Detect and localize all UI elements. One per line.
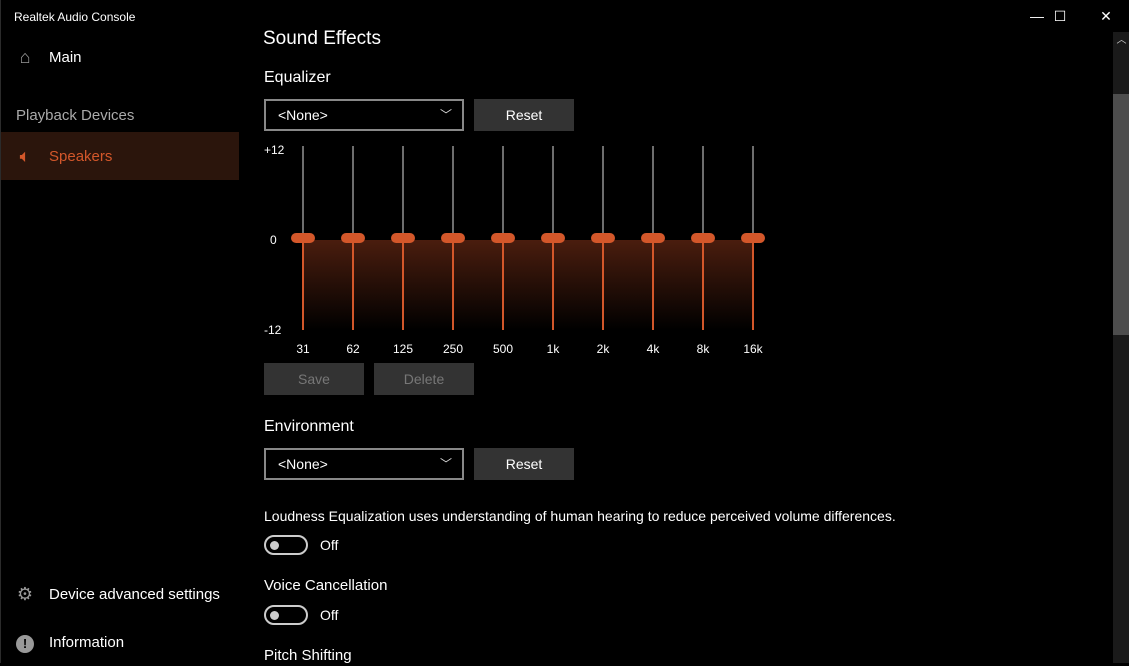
equalizer-preset-select[interactable]: <None> ﹀	[264, 99, 464, 131]
sidebar-item-speakers[interactable]: 🔈︎ Speakers	[1, 132, 239, 180]
eq-track-lower	[402, 238, 404, 330]
speaker-icon: 🔈︎	[19, 145, 31, 166]
eq-track-lower	[552, 238, 554, 330]
eq-track-lower	[302, 238, 304, 330]
eq-track-lower	[452, 238, 454, 330]
loudness-description: Loudness Equalization uses understanding…	[264, 508, 896, 524]
eq-track-lower	[602, 238, 604, 330]
loudness-toggle[interactable]	[264, 535, 308, 555]
loudness-state: Off	[320, 537, 339, 553]
scrollbar[interactable]: ︿	[1113, 32, 1129, 663]
close-button[interactable]: ✕	[1100, 7, 1112, 24]
sidebar-item-label: Information	[49, 633, 125, 651]
eq-track-upper	[602, 146, 604, 238]
selected-value: <None>	[278, 107, 328, 123]
eq-slider-thumb-500[interactable]	[491, 233, 515, 243]
eq-band-label: 2k	[596, 342, 610, 356]
eq-track-lower	[502, 238, 504, 330]
maximize-button[interactable]: ☐	[1053, 7, 1067, 24]
eq-band-label: 31	[296, 342, 310, 356]
eq-band-label: 4k	[646, 342, 660, 356]
eq-track-lower	[352, 238, 354, 330]
eq-track-lower	[652, 238, 654, 330]
environment-heading: Environment	[264, 418, 354, 435]
section-label: Playback Devices	[16, 107, 135, 124]
eq-track-upper	[702, 146, 704, 238]
eq-curve-fill	[303, 240, 753, 330]
eq-slider-thumb-4k[interactable]	[641, 233, 665, 243]
scale-min: -12	[264, 323, 282, 337]
equalizer-reset-button[interactable]: Reset	[474, 99, 574, 131]
eq-track-upper	[752, 146, 754, 238]
pitch-shifting-heading: Pitch Shifting	[264, 647, 352, 664]
selected-value: <None>	[278, 456, 328, 472]
chevron-down-icon: ﹀	[439, 108, 452, 122]
sidebar-item-label: Device advanced settings	[49, 585, 220, 603]
environment-preset-select[interactable]: <None> ﹀	[264, 448, 464, 480]
sidebar-item-label: Main	[49, 48, 82, 66]
sidebar-item-information[interactable]: ! Information	[1, 618, 239, 666]
delete-button[interactable]: Delete	[374, 363, 474, 395]
scale-zero: 0	[270, 233, 277, 247]
home-icon: ⌂	[19, 46, 31, 67]
eq-band-label: 250	[442, 342, 464, 356]
eq-track-upper	[652, 146, 654, 238]
sidebar-item-advanced[interactable]: ⚙ Device advanced settings	[1, 570, 239, 618]
voice-cancellation-heading: Voice Cancellation	[264, 577, 388, 594]
eq-band-label: 500	[492, 342, 514, 356]
sidebar-item-main[interactable]: ⌂ Main	[1, 33, 239, 81]
eq-slider-thumb-62[interactable]	[341, 233, 365, 243]
eq-slider-thumb-125[interactable]	[391, 233, 415, 243]
equalizer-heading: Equalizer	[264, 69, 331, 86]
save-button[interactable]: Save	[264, 363, 364, 395]
eq-band-label: 1k	[546, 342, 560, 356]
eq-slider-thumb-2k[interactable]	[591, 233, 615, 243]
window-title: Realtek Audio Console	[14, 10, 136, 24]
eq-slider-thumb-16k[interactable]	[741, 233, 765, 243]
gear-icon: ⚙	[16, 583, 34, 604]
page-title: Sound Effects	[263, 28, 381, 49]
eq-track-upper	[552, 146, 554, 238]
voice-cancellation-state: Off	[320, 607, 339, 623]
scale-max: +12	[264, 143, 285, 157]
eq-track-upper	[402, 146, 404, 238]
scrollbar-thumb[interactable]	[1113, 94, 1129, 335]
chevron-down-icon: ﹀	[439, 457, 452, 471]
eq-track-upper	[502, 146, 504, 238]
eq-band-label: 62	[346, 342, 360, 356]
voice-cancellation-toggle[interactable]	[264, 605, 308, 625]
environment-reset-button[interactable]: Reset	[474, 448, 574, 480]
eq-slider-thumb-31[interactable]	[291, 233, 315, 243]
eq-track-upper	[302, 146, 304, 238]
eq-track-upper	[452, 146, 454, 238]
eq-slider-thumb-8k[interactable]	[691, 233, 715, 243]
info-icon: !	[1, 632, 49, 653]
eq-slider-thumb-250[interactable]	[441, 233, 465, 243]
scroll-up-icon[interactable]: ︿	[1116, 35, 1127, 46]
eq-band-label: 125	[392, 342, 414, 356]
eq-band-label: 16k	[743, 342, 763, 356]
minimize-button[interactable]: —	[1030, 8, 1044, 24]
eq-track-lower	[752, 238, 754, 330]
eq-slider-thumb-1k[interactable]	[541, 233, 565, 243]
sidebar-item-label: Speakers	[49, 147, 113, 165]
eq-track-lower	[702, 238, 704, 330]
eq-band-label: 8k	[696, 342, 710, 356]
eq-track-upper	[352, 146, 354, 238]
